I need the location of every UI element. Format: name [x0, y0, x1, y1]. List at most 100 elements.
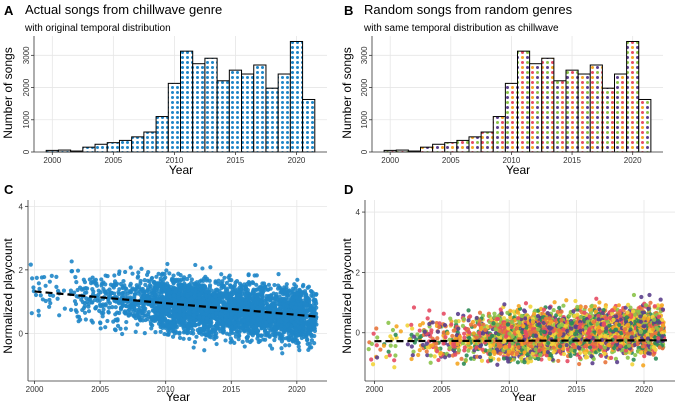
point-2007 [466, 308, 471, 313]
point-2003 [417, 348, 422, 353]
panel-b-ylabel: Number of songs [340, 47, 354, 138]
point-2000 [34, 275, 39, 281]
panel-d-ylabel: Normalized playcount [340, 238, 354, 354]
bar-2018 [601, 87, 615, 153]
point-2000 [36, 313, 41, 318]
point-2008 [476, 322, 482, 327]
point-2010 [162, 286, 167, 292]
point-2007 [118, 326, 123, 331]
point-2013 [201, 315, 206, 320]
point-2010 [162, 331, 167, 337]
point-2012 [528, 324, 533, 329]
y-tick-label-1000: 1000 [360, 110, 369, 128]
point-2000 [31, 285, 36, 290]
point-2009 [156, 271, 161, 276]
point-2002 [405, 342, 410, 347]
point-2007 [468, 322, 474, 327]
point-2015 [228, 340, 233, 345]
point-2008 [141, 304, 146, 309]
point-2012 [191, 345, 196, 350]
point-2009 [493, 327, 498, 332]
panel-c-ylabel: Normalized playcount [1, 238, 15, 354]
point-2020 [295, 277, 300, 282]
point-2014 [220, 279, 225, 284]
point-2008 [474, 345, 479, 350]
point-2006 [108, 290, 114, 295]
point-2001 [43, 298, 48, 304]
point-2006 [106, 299, 111, 304]
point-2012 [192, 340, 198, 345]
point-2021 [312, 326, 317, 331]
point-2009 [498, 343, 503, 348]
y-tick-label-0: 0 [19, 329, 24, 338]
point-2009 [491, 321, 496, 326]
point-2018 [264, 320, 269, 325]
point-2000 [38, 293, 43, 298]
point-2008 [139, 266, 144, 271]
point-2019 [278, 332, 284, 337]
bar-2009 [155, 116, 169, 153]
point-2012 [186, 315, 191, 320]
bar-2019 [614, 73, 628, 153]
point-2003 [76, 319, 81, 324]
point-2015 [224, 331, 230, 336]
point-2019 [283, 343, 288, 348]
point-2005 [103, 325, 108, 330]
point-2013 [197, 330, 202, 336]
point-2020 [299, 292, 304, 297]
bar-2003 [420, 146, 434, 153]
point-2018 [272, 282, 277, 288]
point-2014 [212, 328, 217, 333]
point-2006 [450, 333, 455, 339]
bar-2013 [204, 57, 218, 153]
point-2003 [68, 288, 74, 293]
point-2006 [456, 326, 461, 331]
x-tick-label-2000: 2000 [26, 385, 44, 394]
point-2021 [307, 298, 312, 303]
point-2002 [405, 323, 410, 328]
x-tick-label-2010: 2010 [503, 156, 521, 165]
point-2011 [176, 291, 182, 296]
bar-2009 [492, 116, 506, 153]
point-2007 [468, 314, 473, 319]
point-2003 [409, 344, 414, 349]
panel-letter-b: B [344, 3, 353, 18]
point-2010 [501, 356, 507, 361]
point-2006 [113, 328, 118, 333]
point-2006 [447, 337, 452, 342]
point-2012 [187, 273, 192, 279]
point-2002 [62, 306, 67, 311]
point-2017 [254, 328, 259, 333]
x-tick-label-2010: 2010 [165, 156, 183, 165]
point-2004 [82, 304, 87, 309]
point-2016 [237, 333, 242, 339]
bar-2015 [228, 69, 243, 153]
point-2000 [36, 281, 41, 286]
point-2005 [436, 324, 442, 330]
x-tick-label-2000: 2000 [381, 156, 399, 165]
point-2015 [226, 318, 231, 324]
point-2012 [185, 327, 190, 333]
point-2017 [251, 290, 256, 295]
point-2010 [158, 329, 163, 334]
point-2003 [411, 349, 416, 354]
point-2018 [263, 337, 268, 342]
point-2012 [193, 287, 198, 292]
point-2005 [101, 310, 106, 316]
point-2016 [237, 321, 242, 326]
point-2009 [152, 280, 157, 285]
point-2011 [521, 324, 526, 329]
point-2021 [312, 319, 317, 324]
point-2005 [445, 331, 450, 336]
point-2009 [154, 274, 159, 279]
point-2005 [100, 314, 105, 319]
y-tick-label-0: 0 [22, 149, 31, 154]
point-2012 [193, 262, 198, 268]
point-2017 [252, 314, 257, 320]
point-2004 [82, 310, 88, 315]
bar-2007 [131, 136, 145, 153]
point-2011 [181, 336, 186, 341]
point-2006 [112, 273, 117, 278]
point-2008 [142, 331, 147, 336]
